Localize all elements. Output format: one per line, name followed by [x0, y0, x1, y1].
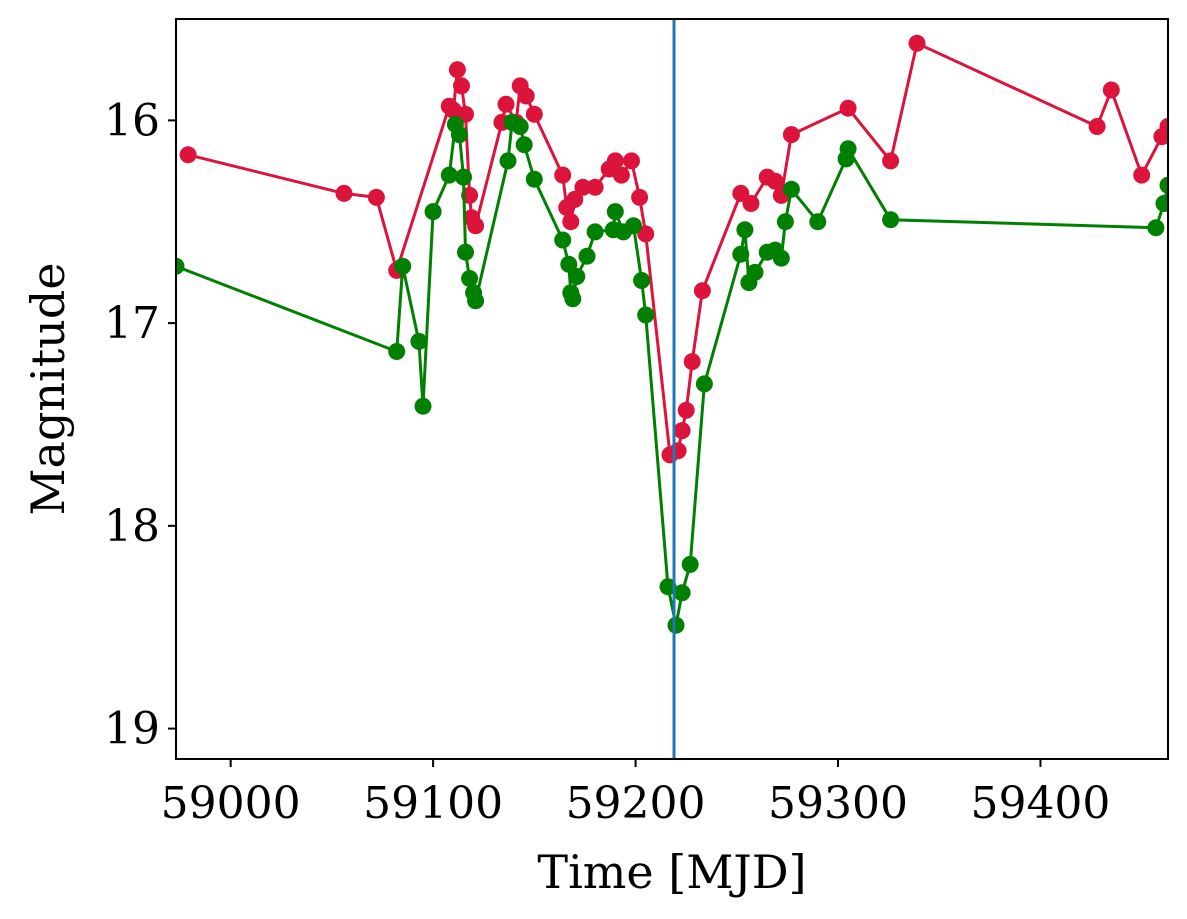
series-0: [179, 34, 1168, 464]
data-point: [882, 152, 900, 170]
data-point: [782, 126, 800, 144]
data-point: [1102, 81, 1120, 99]
data-point: [693, 282, 711, 300]
data-point: [1147, 219, 1165, 237]
data-point: [677, 401, 695, 419]
data-point: [457, 243, 474, 261]
data-point: [515, 136, 533, 154]
x-tick-label: 59100: [363, 778, 503, 829]
data-point: [440, 166, 458, 184]
data-point: [1159, 118, 1168, 135]
data-point: [776, 213, 794, 231]
data-point: [766, 172, 784, 190]
y-axis-label: Magnitude: [21, 262, 75, 515]
data-point: [453, 77, 470, 95]
data-point: [497, 95, 515, 113]
data-point: [574, 178, 592, 196]
plot-frame: [175, 18, 1169, 760]
data-point: [554, 231, 572, 249]
x-tick-label: 59300: [768, 778, 908, 829]
data-point: [414, 397, 432, 415]
data-point: [882, 211, 900, 229]
x-tick-label: 59400: [970, 778, 1110, 829]
data-point: [586, 223, 604, 241]
data-point: [908, 34, 926, 52]
data-point: [176, 257, 185, 275]
data-point: [633, 272, 651, 289]
data-point: [578, 247, 596, 265]
data-point: [586, 178, 604, 196]
x-axis-ticks: 59000 59100 59200 59300 59400: [161, 759, 1110, 829]
y-tick-label: 17: [104, 298, 160, 349]
data-point: [517, 87, 535, 105]
data-point: [637, 306, 655, 324]
data-point: [669, 442, 687, 460]
data-point: [625, 217, 642, 235]
data-point: [525, 170, 543, 188]
data-point: [455, 168, 472, 186]
data-point: [623, 152, 640, 170]
data-point: [673, 584, 691, 602]
data-point: [179, 146, 197, 164]
data-point: [1155, 195, 1168, 212]
data-point: [448, 61, 466, 79]
y-tick-label: 19: [104, 704, 160, 755]
data-point: [736, 221, 754, 239]
y-tick-label: 16: [104, 95, 160, 146]
series-1: [176, 113, 1168, 634]
data-point: [467, 217, 485, 235]
data-point: [637, 225, 655, 243]
data-point: [673, 422, 691, 440]
data-point: [742, 195, 760, 212]
data-point: [511, 118, 529, 135]
data-point: [772, 249, 790, 267]
data-point: [1159, 176, 1168, 194]
data-point: [566, 190, 584, 208]
data-point: [667, 616, 685, 634]
data-point: [1088, 118, 1106, 135]
x-tick-label: 59000: [161, 778, 301, 829]
data-point: [782, 180, 800, 198]
data-point: [631, 188, 649, 206]
data-point: [732, 245, 750, 263]
data-point: [1133, 166, 1151, 184]
data-point: [681, 555, 699, 573]
data-point: [554, 166, 572, 184]
data-point: [335, 184, 353, 202]
data-point: [394, 257, 412, 275]
data-point: [525, 105, 543, 123]
data-point: [450, 126, 468, 144]
data-point: [839, 140, 857, 158]
data-point: [564, 290, 582, 308]
data-point: [612, 166, 630, 184]
data-point: [560, 255, 578, 273]
data-point: [606, 152, 624, 170]
data-point: [606, 203, 624, 221]
data-point: [568, 268, 586, 285]
data-point: [424, 203, 442, 221]
data-point: [839, 99, 857, 117]
x-tick-label: 59200: [566, 778, 706, 829]
data-point: [695, 375, 713, 393]
y-tick-label: 18: [104, 501, 160, 552]
x-axis-label: Time [MJD]: [537, 845, 806, 899]
data-point: [461, 270, 479, 287]
data-point: [410, 332, 428, 350]
data-point: [388, 343, 406, 360]
data-point: [467, 292, 485, 310]
data-point: [809, 213, 827, 231]
data-point: [659, 578, 677, 596]
data-point: [499, 152, 517, 170]
series-layer: [176, 34, 1168, 634]
data-point: [746, 263, 764, 281]
y-axis-ticks: 16 17 18 19: [104, 95, 176, 755]
data-point: [683, 353, 701, 371]
data-point: [367, 188, 385, 206]
data-point: [562, 213, 580, 231]
